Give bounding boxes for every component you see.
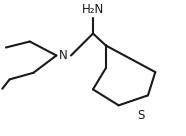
Text: H₂N: H₂N [82, 3, 104, 16]
Text: N: N [58, 49, 67, 62]
Text: S: S [137, 109, 144, 122]
